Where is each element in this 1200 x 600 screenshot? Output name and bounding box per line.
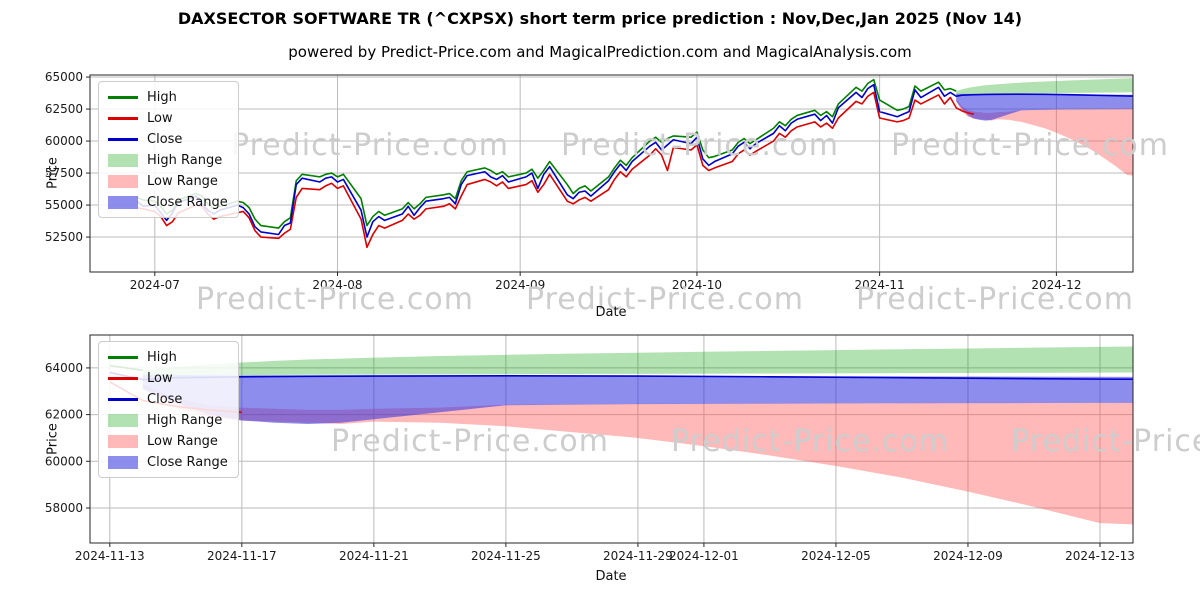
watermark-text: Predict-Price.com (526, 282, 804, 317)
low-line (136, 91, 975, 249)
x-tick-label: 2024-11-29 (603, 549, 673, 563)
page-title: DAXSECTOR SOFTWARE TR (^CXPSX) short ter… (177, 9, 1023, 28)
legend-label: High (147, 89, 177, 105)
legend-label: Low Range (147, 173, 218, 189)
bottom-chart-ylabel: Price (45, 423, 61, 455)
y-tick-label: 57500 (45, 166, 83, 180)
chart-0: 2024-07 2024-08 2024-09 2024-10 2024-11 2024-… (45, 70, 1134, 292)
high-range-band (956, 78, 1133, 95)
plot-area (109, 346, 1133, 525)
y-tick-label: 65000 (45, 70, 83, 84)
watermark-text: Predict-Price.com (891, 128, 1169, 163)
low-line-swatch (108, 116, 138, 120)
high-line-swatch (108, 355, 138, 359)
axis-ticks (86, 76, 1057, 276)
y-tick-label: 62000 (45, 408, 83, 422)
legend-label: Close (147, 391, 183, 407)
grid-lines (90, 335, 1133, 543)
x-tick-label: 2024-12-01 (669, 549, 739, 563)
plot-area (136, 78, 1133, 249)
top-chart-xlabel: Date (595, 305, 627, 320)
plot-border (89, 334, 1134, 544)
legend-label: Low Range (147, 433, 218, 449)
legend-item-low-range: Low Range (108, 173, 228, 189)
watermark-text: Predict-Price.com (231, 128, 509, 163)
x-tick-label: 2024-12-13 (1065, 549, 1135, 563)
bottom-chart-xlabel: Date (595, 569, 627, 584)
legend-item-high-range: High Range (108, 152, 228, 168)
high-range-band (142, 346, 1133, 378)
legend-label: Close Range (147, 194, 228, 210)
x-tick-label: 2024-10 (672, 278, 722, 292)
close-line-swatch (108, 397, 138, 401)
legend-label: High (147, 349, 177, 365)
legend-item-low: Low (108, 370, 228, 386)
y-tick-label: 64000 (45, 361, 83, 375)
high-range-swatch (108, 153, 138, 167)
low-range-band (142, 384, 1133, 525)
x-tick-label: 2024-09 (495, 278, 545, 292)
legend-label: High Range (147, 412, 223, 428)
close-range-band (142, 374, 1133, 424)
legend-item-low-range: Low Range (108, 433, 228, 449)
legend-label: Low (147, 370, 173, 386)
x-tick-label: 2024-12 (1031, 278, 1081, 292)
x-tick-label: 2024-12-09 (933, 549, 1003, 563)
low-line-swatch (108, 376, 138, 380)
legend-item-close-range: Close Range (108, 194, 228, 210)
x-tick-label: 2024-11 (855, 278, 905, 292)
low-range-band (956, 98, 1133, 176)
axis-tick-labels: 2024-11-13 2024-11-17 2024-11-21 2024-11-25… (45, 361, 1135, 563)
y-tick-label: 55000 (45, 198, 83, 212)
x-tick-label: 2024-07 (130, 278, 180, 292)
x-tick-label: 2024-08 (312, 278, 362, 292)
y-tick-label: 52500 (45, 230, 83, 244)
high-line (136, 78, 957, 229)
axis-ticks (86, 367, 1101, 547)
y-tick-label: 60000 (45, 134, 83, 148)
high-line-swatch (108, 95, 138, 99)
watermark-text: Predict-Price.com (561, 128, 839, 163)
bottom-chart-legend: High Low Close High Range Low Range Clos… (98, 341, 239, 478)
high-range-swatch (108, 413, 138, 427)
close-range-swatch (108, 195, 138, 209)
close-line-swatch (108, 137, 138, 141)
legend-item-close: Close (108, 131, 228, 147)
low-range-swatch (108, 434, 138, 448)
close-line (136, 83, 1133, 238)
legend-item-high: High (108, 349, 228, 365)
top-chart-legend: High Low Close High Range Low Range Clos… (98, 81, 239, 218)
legend-label: Close (147, 131, 183, 147)
legend-label: Low (147, 110, 173, 126)
watermark-text: Predict-Price.com (856, 282, 1134, 317)
x-tick-label: 2024-11-13 (75, 549, 145, 563)
x-tick-label: 2024-11-17 (207, 549, 277, 563)
watermark-text: Predict-Price.com (671, 424, 949, 459)
legend-item-low: Low (108, 110, 228, 126)
watermark-text: Predict-Price.com (331, 424, 609, 459)
legend-label: High Range (147, 152, 223, 168)
y-tick-label: 62500 (45, 102, 83, 116)
watermark-text: Predict-Price.com (1011, 424, 1200, 459)
top-chart-ylabel: Price (45, 157, 61, 189)
legend-item-close-range: Close Range (108, 454, 228, 470)
close-range-swatch (108, 455, 138, 469)
axis-tick-labels: 2024-07 2024-08 2024-09 2024-10 2024-11 2024-… (45, 70, 1082, 292)
y-tick-label: 60000 (45, 454, 83, 468)
legend-item-close: Close (108, 391, 228, 407)
low-range-swatch (108, 174, 138, 188)
x-tick-label: 2024-11-25 (471, 549, 541, 563)
legend-item-high-range: High Range (108, 412, 228, 428)
close-range-band (956, 93, 1133, 121)
x-tick-label: 2024-12-05 (801, 549, 871, 563)
page-subtitle: powered by Predict-Price.com and Magical… (288, 43, 912, 61)
legend-label: Close Range (147, 454, 228, 470)
watermark-text: Predict-Price.com (196, 282, 474, 317)
x-tick-label: 2024-11-21 (339, 549, 409, 563)
legend-item-high: High (108, 89, 228, 105)
y-tick-label: 58000 (45, 501, 83, 515)
